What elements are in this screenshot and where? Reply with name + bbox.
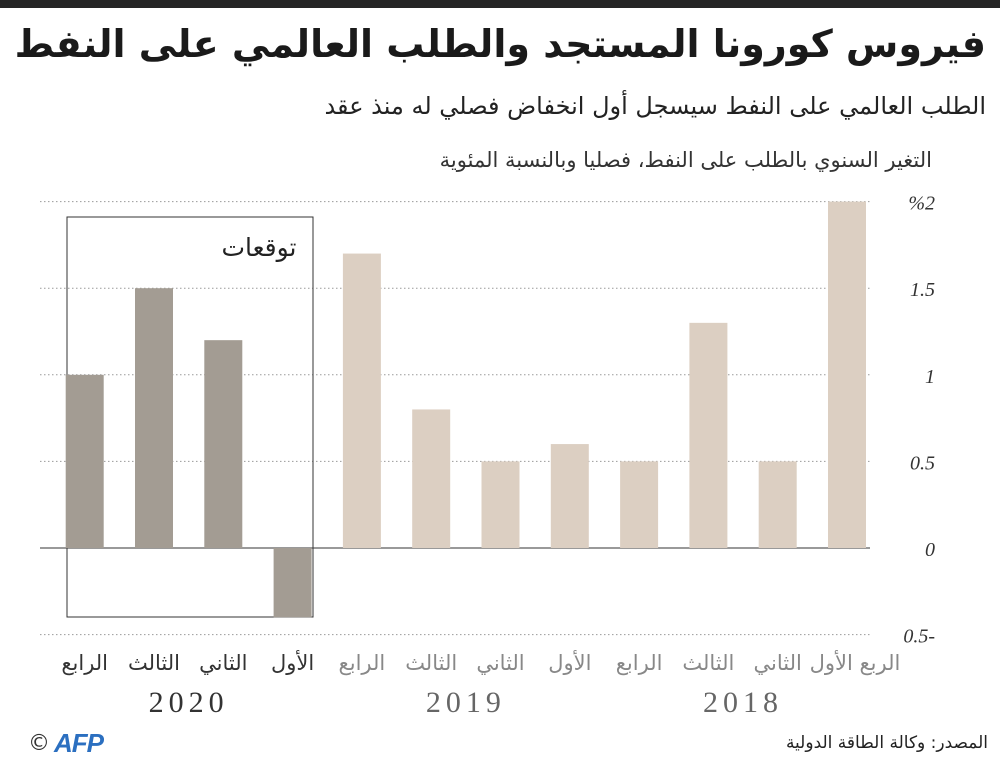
quarter-label: الرابع [61,651,108,675]
year-label: 2018 [703,686,783,719]
y-tick-label: 0.5 [910,452,935,474]
quarter-label: الثاني [476,651,524,675]
afp-logo: © AFP [28,728,104,759]
forecast-label: توقعات [221,233,296,262]
year-label: 2020 [149,686,229,719]
y-tick-label: 0.5- [903,626,935,648]
bar-2020-q3 [135,288,173,548]
y-tick-label: %2 [908,193,935,215]
copyright-icon: © [28,731,50,756]
bar-2020-q4 [65,374,104,548]
bar-2018-q2 [758,461,797,548]
bar-2020-q2 [204,340,243,548]
bar-2018-q4 [620,461,659,548]
bar-2018-q1 [828,201,866,548]
y-tick-label: 1.5 [910,279,935,301]
quarter-label: الثاني [754,651,802,675]
y-tick-label: 0 [925,539,935,561]
quarter-label: الثالث [405,651,457,675]
bar-2019-q4 [342,253,381,548]
quarter-label: الأول [548,650,591,675]
year-label: 2019 [426,686,506,719]
afp-logo-text: AFP [54,728,104,758]
quarter-label: الربع الأول [810,650,901,675]
quarter-label: الثاني [199,651,247,675]
chart-title: فيروس كورونا المستجد والطلب العالمي على … [14,22,986,66]
source-note: المصدر: وكالة الطاقة الدولية [785,733,988,753]
bar-2019-q3 [412,409,451,548]
y-axis-label: التغير السنوي بالطلب على النفط، فصليا وب… [439,148,932,172]
quarter-label: الأول [271,650,314,675]
chart-subtitle: الطلب العالمي على النفط سيسجل أول انخفاض… [324,92,986,120]
bar-2019-q2 [481,461,520,548]
quarter-label: الثالث [128,651,180,675]
bar-2020-q1 [273,548,312,618]
quarter-label: الثالث [682,651,734,675]
bar-2019-q1 [550,444,589,548]
bar-2018-q3 [689,322,728,548]
y-tick-label: 1 [925,366,935,388]
quarter-label: الرابع [339,651,386,675]
quarter-label: الرابع [616,651,663,675]
top-bar [0,0,1000,8]
